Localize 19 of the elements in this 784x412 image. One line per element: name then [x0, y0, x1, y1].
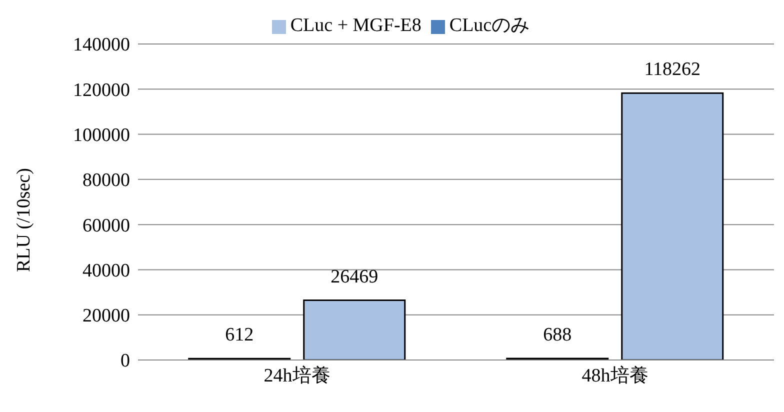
data-label: 688 — [543, 324, 572, 346]
data-label: 118262 — [644, 59, 701, 80]
data-label: 26469 — [330, 266, 378, 288]
y-tick-label: 120000 — [73, 80, 130, 101]
y-tick-label: 140000 — [73, 34, 130, 56]
y-tick-label: 60000 — [82, 215, 130, 236]
y-tick-label: 80000 — [82, 170, 130, 192]
y-axis-title: RLU (/10sec) — [14, 168, 35, 272]
data-label: 612 — [225, 324, 254, 346]
x-tick-label: 48h培養 — [582, 364, 648, 386]
legend-label: CLuc + MGF-E8 — [290, 15, 422, 36]
y-tick-label: 0 — [120, 350, 130, 372]
legend-label: CLucのみ — [449, 15, 530, 36]
x-tick-label: 24h培養 — [264, 364, 330, 386]
y-tick-label: 20000 — [82, 306, 130, 327]
bar — [621, 92, 724, 360]
y-tick-label: 100000 — [73, 125, 130, 146]
bar — [303, 300, 406, 360]
y-tick-label: 40000 — [82, 260, 130, 282]
